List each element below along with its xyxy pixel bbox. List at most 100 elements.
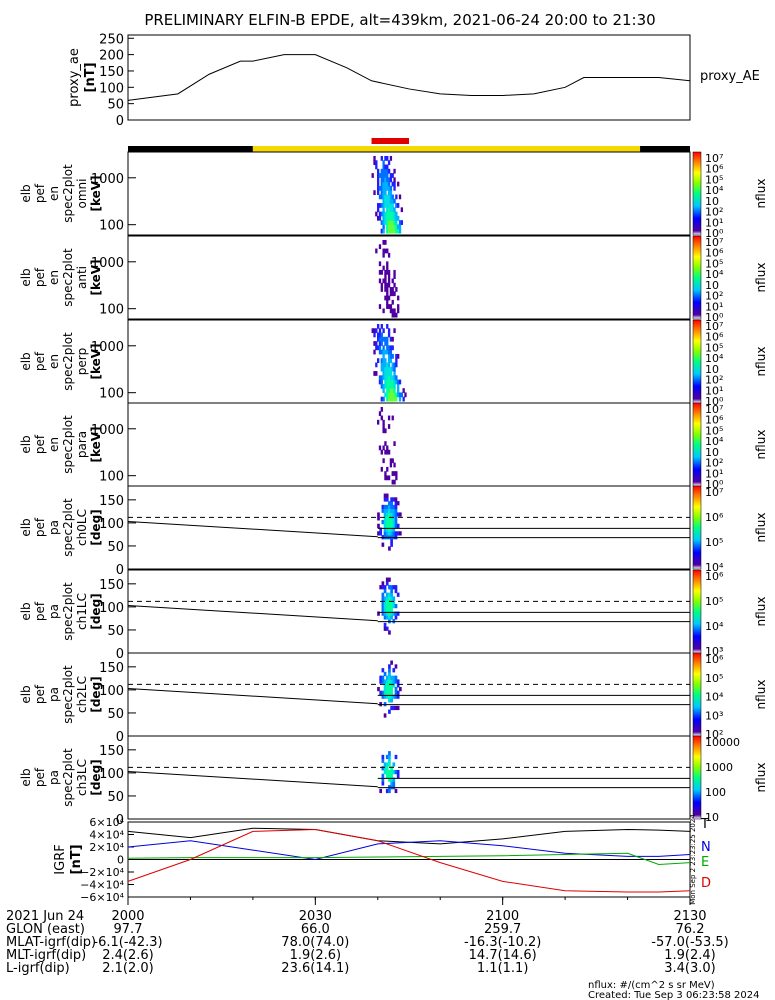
heatmap-cell — [401, 220, 403, 225]
heatmap-cell — [373, 333, 375, 338]
y-tick-label: 0 — [117, 854, 124, 867]
heatmap-cell — [382, 328, 384, 333]
heatmap-cell — [390, 463, 392, 468]
status-bar-black-left — [128, 146, 253, 152]
panel-ylabel: para — [75, 431, 89, 458]
colorbar-tick-label: 10⁴ — [705, 691, 724, 704]
y-tick-label: 250 — [99, 32, 124, 47]
footer-cell: 1.1(1.1) — [477, 961, 529, 976]
heatmap-cell — [382, 676, 385, 680]
footer-cell: 23.6(14.1) — [281, 961, 349, 976]
heatmap-cell — [372, 173, 374, 178]
heatmap-cell — [375, 341, 377, 346]
heatmap-cell — [399, 229, 401, 234]
y-tick-label: 2×10⁴ — [89, 841, 124, 854]
heatmap-cell — [399, 380, 401, 385]
heatmap-cell — [395, 313, 397, 318]
heatmap-cell — [390, 608, 393, 612]
heatmap-cell — [392, 300, 394, 305]
heatmap-cell — [395, 195, 397, 200]
heatmap-cell — [377, 420, 379, 425]
heatmap-cell — [382, 160, 384, 165]
heatmap-cell — [397, 216, 399, 221]
heatmap-cell — [379, 244, 381, 249]
panel-ylabel: pef — [33, 767, 47, 787]
colorbar-label: nflux — [754, 597, 768, 627]
colorbar-tick-label: 10⁷ — [705, 486, 723, 499]
heatmap-cell — [393, 441, 395, 446]
igrf-series-T — [128, 828, 690, 844]
heatmap-cell — [390, 186, 392, 191]
colorbar-tick-label: 10000 — [705, 736, 740, 749]
heatmap-cell — [384, 274, 386, 279]
panel-en-omni: 1001000elb pef en spec2plot omni [keV]10⁷10⁶1… — [19, 152, 768, 240]
heatmap-cell — [381, 287, 383, 292]
heatmap-cell — [397, 706, 400, 710]
igrf-series-D — [128, 830, 690, 893]
y-tick-label: 150 — [99, 65, 124, 80]
heatmap-cell — [382, 229, 384, 234]
panel-pa-ch3: 050100150elb pef pa spec2plot ch3LC [deg]1000… — [19, 736, 768, 828]
heatmap-cell — [395, 755, 398, 759]
igrf-panel: 6×10⁴4×10⁴2×10⁴0−2×10⁴−4×10⁴−6×10⁴TNEDIG… — [53, 814, 711, 905]
heatmap-cell — [392, 600, 395, 604]
heatmap-cell — [379, 345, 381, 350]
heatmap-cell — [397, 593, 400, 597]
heatmap-cell — [388, 710, 391, 714]
heatmap-cell — [395, 287, 397, 292]
heatmap-cell — [395, 516, 398, 520]
heatmap-cell — [393, 291, 395, 296]
heatmap-cell — [392, 683, 395, 687]
heatmap-cell — [397, 683, 400, 687]
heatmap-cell — [392, 203, 394, 208]
panel-ylabel: ch1LC — [75, 593, 89, 630]
heatmap-cell — [390, 687, 393, 691]
heatmap-cell — [390, 156, 392, 161]
panel-ylabel: pa — [47, 770, 61, 785]
y-tick-label: 4×10⁴ — [89, 829, 124, 842]
panel-en-anti: 1001000elb pef en spec2plot anti [keV]10⁷10⁶1… — [19, 236, 768, 324]
heatmap-cell — [384, 585, 387, 589]
heatmap-cell — [377, 512, 380, 516]
heatmap-cell — [382, 420, 384, 425]
heatmap-cell — [386, 341, 388, 346]
heatmap-cell — [390, 304, 392, 309]
colorbar-label: nflux — [754, 763, 768, 793]
heatmap-cell — [397, 524, 400, 528]
heatmap-cell — [395, 676, 398, 680]
heatmap-cell — [390, 593, 393, 597]
heatmap-cell — [393, 308, 395, 313]
loss-cone-line — [128, 772, 378, 787]
heatmap-cell — [395, 589, 398, 593]
heatmap-cell — [377, 177, 379, 182]
heatmap-cell — [384, 279, 386, 284]
panel-ylabel: omni — [75, 179, 89, 209]
panel-ylabel: perp — [75, 348, 89, 376]
heatmap-cell — [390, 177, 392, 182]
colorbar-tick-label: 10⁴ — [705, 620, 724, 633]
heatmap-cell — [395, 789, 398, 793]
panel-ylabel: pef — [33, 601, 47, 621]
heatmap-cell — [377, 324, 379, 329]
heatmap-cell — [397, 354, 399, 359]
heatmap-cell — [379, 279, 381, 284]
heatmap-cell — [381, 450, 383, 455]
igrf-ylabel: IGRF — [53, 844, 68, 874]
heatmap-cell — [379, 446, 381, 451]
colorbar — [693, 403, 701, 486]
y-tick-label: 0 — [116, 730, 124, 745]
panel-frame — [128, 152, 690, 235]
heatmap-cell — [381, 283, 383, 288]
panel-frame — [128, 236, 690, 319]
heatmap-cell — [384, 428, 386, 433]
heatmap-cell — [392, 416, 394, 421]
heatmap-cell — [393, 367, 395, 372]
heatmap-cell — [377, 169, 379, 174]
heatmap-cell — [388, 450, 390, 455]
heatmap-cell — [388, 668, 391, 672]
heatmap-cell — [384, 589, 387, 593]
status-bar-black-right — [640, 146, 690, 152]
heatmap-cell — [399, 397, 401, 402]
x-ticks — [128, 897, 690, 905]
heatmap-cell — [388, 672, 391, 676]
